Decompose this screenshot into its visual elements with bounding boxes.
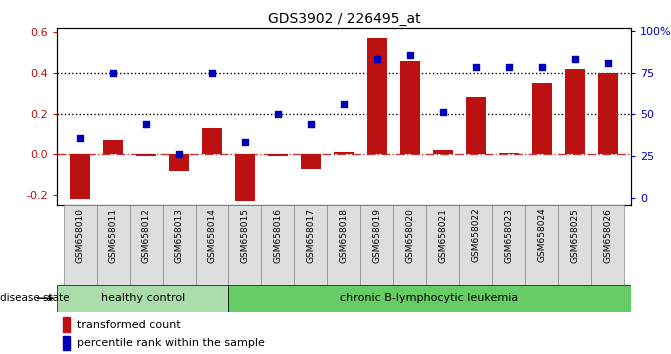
Text: percentile rank within the sample: percentile rank within the sample xyxy=(77,338,265,348)
Text: GSM658014: GSM658014 xyxy=(207,208,217,263)
Point xyxy=(405,52,415,58)
Text: GSM658024: GSM658024 xyxy=(537,208,546,262)
Text: GSM658019: GSM658019 xyxy=(372,208,381,263)
Point xyxy=(437,109,448,115)
Bar xyxy=(433,150,453,154)
Bar xyxy=(598,73,617,154)
Text: GSM658016: GSM658016 xyxy=(274,208,282,263)
Point xyxy=(240,139,250,145)
Bar xyxy=(466,97,486,154)
Text: GSM658025: GSM658025 xyxy=(570,208,579,263)
Text: disease state: disease state xyxy=(0,293,70,303)
Bar xyxy=(334,153,354,154)
Point xyxy=(503,64,514,70)
Point xyxy=(339,101,350,107)
Text: GSM658010: GSM658010 xyxy=(76,208,85,263)
FancyBboxPatch shape xyxy=(591,205,624,285)
Bar xyxy=(301,154,321,169)
Bar xyxy=(400,61,420,154)
FancyBboxPatch shape xyxy=(130,205,162,285)
FancyBboxPatch shape xyxy=(229,285,631,312)
Text: GSM658013: GSM658013 xyxy=(174,208,184,263)
Text: GSM658020: GSM658020 xyxy=(405,208,414,263)
Bar xyxy=(268,154,288,156)
Point xyxy=(174,152,185,157)
Point xyxy=(108,70,119,76)
FancyBboxPatch shape xyxy=(57,285,229,312)
Bar xyxy=(63,317,70,332)
FancyBboxPatch shape xyxy=(459,205,493,285)
Bar xyxy=(565,69,584,154)
Point xyxy=(569,56,580,62)
FancyBboxPatch shape xyxy=(229,205,262,285)
FancyBboxPatch shape xyxy=(64,205,97,285)
FancyBboxPatch shape xyxy=(525,205,558,285)
Bar xyxy=(63,336,70,350)
Point xyxy=(536,64,547,70)
Bar xyxy=(367,39,386,154)
Point xyxy=(272,111,283,116)
Point xyxy=(207,70,217,76)
Text: GSM658017: GSM658017 xyxy=(307,208,315,263)
Point xyxy=(305,121,316,127)
FancyBboxPatch shape xyxy=(195,205,229,285)
FancyBboxPatch shape xyxy=(360,205,393,285)
FancyBboxPatch shape xyxy=(393,205,426,285)
Bar xyxy=(499,153,519,154)
Bar xyxy=(532,83,552,154)
FancyBboxPatch shape xyxy=(327,205,360,285)
FancyBboxPatch shape xyxy=(162,205,195,285)
Text: transformed count: transformed count xyxy=(77,320,181,330)
Bar xyxy=(136,154,156,156)
FancyBboxPatch shape xyxy=(295,205,327,285)
Point xyxy=(74,135,85,141)
Point xyxy=(470,64,481,70)
Text: GSM658018: GSM658018 xyxy=(340,208,348,263)
Point xyxy=(372,56,382,62)
FancyBboxPatch shape xyxy=(426,205,459,285)
Text: GSM658012: GSM658012 xyxy=(142,208,150,263)
FancyBboxPatch shape xyxy=(493,205,525,285)
Title: GDS3902 / 226495_at: GDS3902 / 226495_at xyxy=(268,12,420,26)
Bar xyxy=(235,154,255,201)
Bar xyxy=(103,140,123,154)
Bar xyxy=(169,154,189,171)
FancyBboxPatch shape xyxy=(558,205,591,285)
Text: GSM658026: GSM658026 xyxy=(603,208,612,263)
Text: GSM658023: GSM658023 xyxy=(504,208,513,263)
FancyBboxPatch shape xyxy=(262,205,295,285)
Text: GSM658021: GSM658021 xyxy=(438,208,448,263)
Bar xyxy=(202,128,222,154)
Point xyxy=(603,60,613,66)
Text: GSM658011: GSM658011 xyxy=(109,208,117,263)
Point xyxy=(141,121,152,127)
Text: GSM658015: GSM658015 xyxy=(240,208,250,263)
Text: healthy control: healthy control xyxy=(101,293,185,303)
Text: GSM658022: GSM658022 xyxy=(471,208,480,262)
FancyBboxPatch shape xyxy=(97,205,130,285)
Bar xyxy=(70,154,90,199)
Text: chronic B-lymphocytic leukemia: chronic B-lymphocytic leukemia xyxy=(340,293,519,303)
